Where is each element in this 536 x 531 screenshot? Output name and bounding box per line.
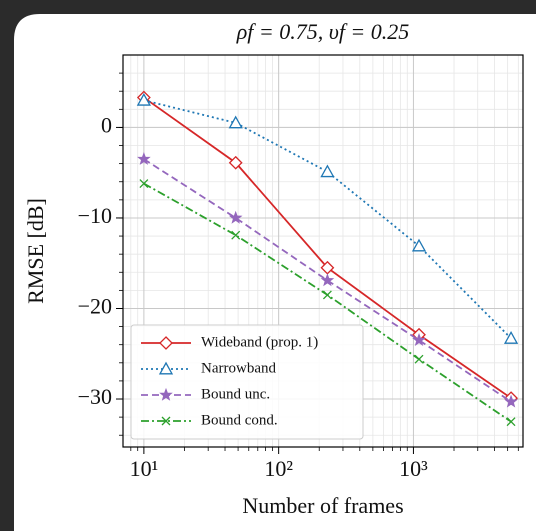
marker — [320, 273, 335, 287]
chart-title: ρf = 0.75, υf = 0.25 — [236, 19, 410, 44]
marker — [228, 115, 243, 129]
legend-label: Wideband (prop. 1) — [201, 334, 318, 350]
marker — [412, 333, 426, 346]
x-tick-label: 10² — [264, 456, 293, 481]
y-tick-label: −30 — [78, 384, 112, 409]
marker — [231, 230, 241, 240]
legend-label: Bound cond. — [201, 412, 278, 428]
marker — [158, 361, 174, 375]
marker — [159, 336, 173, 350]
marker — [506, 417, 516, 427]
x-axis-label: Number of frames — [242, 493, 403, 518]
x-tick-label: 10³ — [399, 456, 428, 481]
marker — [228, 155, 243, 170]
marker — [137, 151, 151, 165]
marker — [228, 210, 243, 224]
y-axis-label: RMSE [dB] — [23, 198, 48, 304]
marker — [503, 331, 519, 344]
marker — [411, 238, 427, 252]
marker — [139, 179, 149, 189]
y-tick-label: −10 — [78, 203, 112, 228]
marker — [320, 164, 335, 178]
legend-label: Bound unc. — [201, 386, 270, 402]
y-tick-label: 0 — [101, 112, 112, 137]
plot-frame — [122, 54, 524, 448]
legend-box — [130, 324, 364, 440]
marker — [161, 416, 171, 426]
legend-label: Narrowband — [201, 360, 276, 376]
x-tick-label: 10¹ — [130, 456, 159, 481]
y-tick-label: −20 — [78, 294, 112, 319]
marker — [159, 387, 173, 401]
marker — [322, 290, 332, 300]
marker — [414, 354, 424, 364]
marker — [136, 92, 151, 106]
marker — [504, 394, 518, 408]
